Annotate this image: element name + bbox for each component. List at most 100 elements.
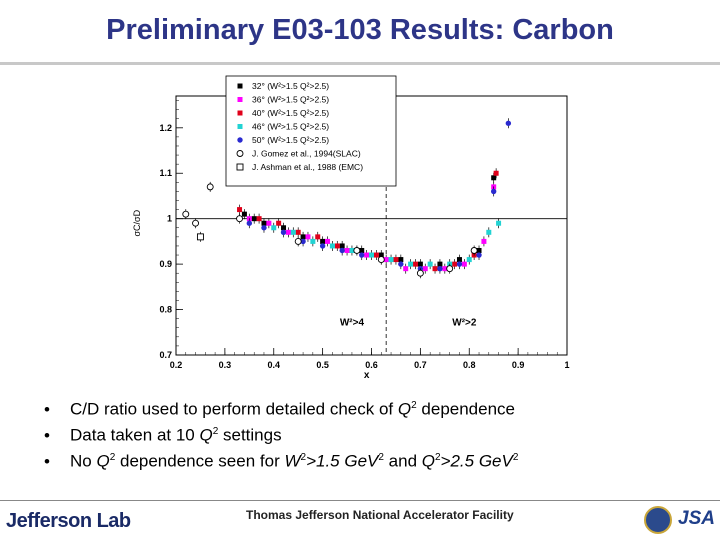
data-point (192, 219, 200, 227)
x-tick-label: 0.4 (267, 360, 280, 370)
data-point (285, 229, 291, 235)
footer-divider (0, 500, 720, 501)
data-point (206, 183, 214, 191)
data-point (315, 234, 321, 240)
jefferson-lab-logo: Jefferson Lab (6, 510, 131, 532)
legend-entry: J. Gomez et al., 1994(SLAC) (252, 149, 361, 159)
data-point (373, 252, 379, 258)
region-annotation: W²>4 (340, 317, 365, 328)
legend-marker (236, 163, 244, 171)
legend-entry: 46° (W²>1.5 Q²>2.5) (252, 122, 329, 132)
data-point (470, 247, 478, 254)
data-point (256, 216, 262, 222)
data-point (305, 234, 311, 240)
legend-entry: 40° (W²>1.5 Q²>2.5) (252, 108, 329, 118)
data-point (295, 229, 301, 235)
doe-seal-icon (644, 506, 672, 534)
x-tick-label: 0.6 (365, 360, 378, 370)
data-point (461, 261, 467, 267)
legend-entry: 50° (W²>1.5 Q²>2.5) (252, 135, 329, 145)
data-point (437, 265, 443, 272)
data-point (319, 243, 326, 249)
data-point (490, 188, 497, 195)
carbon-ratio-chart: 0.2 0.3 0.4 0.5 0.6 0.7 0.8 0.9 1 0.7 0.8 0.9 1 1.1 1.… (132, 75, 570, 380)
x-tick-label: 0.2 (170, 360, 183, 370)
x-tick-label: 0.5 (316, 360, 329, 370)
data-point (294, 237, 302, 245)
y-tick-label: 0.8 (159, 305, 172, 315)
data-point (466, 257, 472, 263)
legend-marker (237, 124, 243, 129)
data-point (344, 247, 350, 253)
data-point (329, 243, 335, 249)
data-point (398, 261, 404, 267)
bullet-item: • C/D ratio used to perform detailed chec… (44, 393, 704, 419)
data-point (491, 175, 497, 181)
bullet-item: • No Q2 dependence seen for W2>1.5 GeV2 a… (44, 445, 704, 471)
data-point (290, 229, 296, 235)
footer (0, 501, 720, 540)
jsa-logo: JSA (678, 508, 715, 529)
data-point (481, 238, 487, 244)
region-annotation: W²>2 (452, 317, 477, 328)
data-point (353, 247, 361, 254)
bullet-dot: • (44, 425, 50, 445)
data-point (369, 252, 374, 258)
bullet-dot: • (44, 451, 50, 471)
data-point (486, 229, 492, 235)
data-point (241, 211, 247, 217)
data-point (446, 265, 454, 273)
slide-title: Preliminary E03-103 Results: Carbon (106, 14, 614, 46)
data-point (476, 252, 482, 258)
legend-marker (237, 137, 243, 143)
legend-marker (237, 110, 243, 116)
data-point (325, 238, 331, 244)
data-point (261, 225, 267, 231)
data-point (393, 257, 399, 263)
x-tick-label: 0.3 (219, 360, 232, 370)
data-point (456, 261, 463, 267)
data-point (310, 238, 316, 244)
data-point (271, 225, 277, 231)
data-point (403, 266, 409, 272)
data-point (493, 170, 499, 176)
data-point (408, 261, 414, 267)
data-point (236, 215, 243, 223)
data-point (251, 216, 257, 222)
data-point (246, 220, 253, 226)
x-tick-label: 0.9 (512, 360, 525, 370)
bullet-item: • Data taken at 10 Q2 settings (44, 419, 704, 445)
data-point (334, 243, 340, 249)
legend-marker (237, 83, 243, 89)
y-tick-label: 1.2 (159, 123, 172, 133)
data-point (182, 210, 190, 218)
title-divider (0, 62, 720, 65)
y-axis-label: σC/σD (132, 209, 142, 236)
x-tick-label: 0.8 (463, 360, 476, 370)
x-tick-label: 0.7 (414, 360, 427, 370)
x-tick-label: 1 (564, 360, 569, 370)
data-point (339, 247, 345, 254)
legend-marker (237, 97, 243, 102)
legend-entry: 36° (W²>1.5 Q²>2.5) (252, 95, 329, 105)
data-point (427, 261, 433, 267)
data-point (383, 257, 389, 263)
data-point (300, 238, 306, 245)
bullet-dot: • (44, 399, 50, 419)
facility-name: Thomas Jefferson National Accelerator Fa… (246, 508, 514, 522)
y-tick-label: 1 (167, 214, 172, 224)
data-point (196, 233, 204, 241)
data-point (237, 207, 243, 213)
data-point (377, 256, 385, 264)
data-point (432, 266, 438, 272)
data-point (359, 252, 365, 258)
data-point (280, 229, 287, 236)
data-point (364, 252, 370, 258)
data-point (266, 220, 272, 226)
bullet-list: • C/D ratio used to perform detailed chec… (44, 393, 704, 471)
data-point (452, 261, 458, 267)
x-axis-label: x (364, 370, 370, 380)
data-point (505, 120, 512, 126)
y-tick-label: 0.7 (159, 350, 172, 360)
legend-entry: J. Ashman et al., 1988 (EMC) (252, 162, 363, 172)
